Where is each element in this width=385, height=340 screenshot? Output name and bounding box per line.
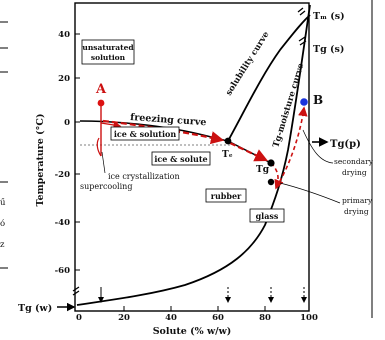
y-tick-minus20: -20 [55,170,70,180]
tg-p-label: Tg(p) [330,139,361,150]
plot-frame [74,2,310,312]
y-tick-0: 0 [64,118,70,128]
ice-crystal-pointer [101,151,106,174]
point-a-marker [97,99,105,107]
curve-breaks [72,7,307,296]
svg-text:unsaturated: unsaturated [82,43,134,52]
solubility-curve-label: solubility curve [224,29,272,97]
x-ticks [123,306,266,311]
x-tick-40: 40 [165,313,177,323]
x-tick-100: 100 [300,313,318,323]
clip-char-2: ó [0,218,5,229]
secondary-drying-label-2: drying [342,168,367,177]
secondary-drying-path [275,106,308,189]
y-tick-minus60: -60 [55,266,70,276]
tg-moisture-curve [76,4,311,306]
tg-s-label: Tg (s) [313,44,344,55]
tg-prime-marker [267,159,275,167]
tg-w-label: Tg (w) [18,303,52,314]
x-tick-0: 0 [76,313,82,323]
primary-drying-label-1: primary [342,196,373,205]
clipped-left-fragments: ű ó z [0,21,8,269]
secondary-drying-pointer [302,129,334,164]
ice-crystal-arrows [100,121,122,129]
y-axis-label: Temperature (°C) [35,114,46,207]
supercooling-label: supercooling [80,182,132,191]
point-a-label: A [95,82,107,97]
supercool-hook [96,137,102,157]
bottom-solute-arrows [98,287,307,303]
ice-crystallization-label: ice crystallization [108,172,180,181]
region-rubber: rubber [205,188,247,203]
region-ice-solution: ice & solution [110,126,180,141]
tg-prime-label: Tg [256,165,270,175]
y-tick-40: 40 [58,30,70,40]
primary-end-marker [267,178,275,186]
freezing-curve-label: freezing curve [130,112,207,128]
primary-drying-label-2: drying [344,207,369,216]
primary-drying-pointer [279,182,341,204]
svg-text:ice & solute: ice & solute [154,154,207,164]
point-b-label: B [313,93,323,107]
te-to-tg-path [229,142,268,162]
y-tick-minus40: -40 [55,218,70,228]
region-ice-solute: ice & solute [151,151,211,166]
point-b-marker [300,98,308,106]
svg-text:ice & solution: ice & solution [114,129,177,139]
svg-text:rubber: rubber [211,191,242,201]
te-marker [224,137,232,145]
x-tick-20: 20 [118,313,130,323]
x-tick-80: 80 [259,313,271,323]
svg-text:solution: solution [91,53,126,62]
y-ticks [75,33,80,271]
tg-moisture-curve-label: Tg-moisture curve [271,62,306,149]
y-tick-20: 20 [58,74,70,84]
x-tick-60: 60 [212,313,224,323]
tm-s-label: Tₘ (s) [313,11,345,22]
te-label: Tₑ [222,150,233,160]
clip-char-1: ű [0,197,6,208]
svg-text:glass: glass [256,211,279,221]
solubility-curve [227,14,311,142]
clip-char-3: z [0,240,5,250]
x-axis-label: Solute (% w/w) [153,326,232,337]
region-glass: glass [249,208,285,223]
region-unsaturated: unsaturated solution [81,39,135,65]
secondary-drying-label-1: secondary [334,157,374,166]
